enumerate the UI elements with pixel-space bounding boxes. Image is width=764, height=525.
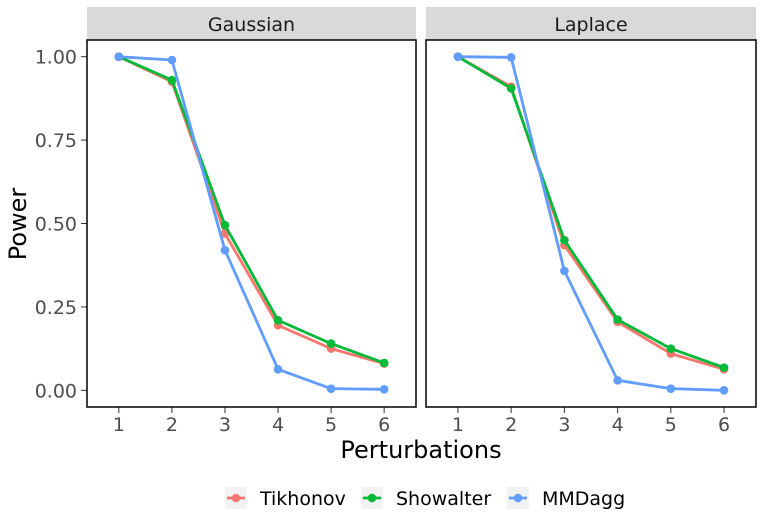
- data-point: [273, 315, 283, 325]
- data-point: [506, 84, 516, 93]
- x-tick-label: 5: [665, 414, 677, 436]
- data-point: [506, 53, 516, 62]
- panel-gaussian: Gaussian 0.00 0.25 0.50 0.75 1.00 1 2 3 4 5 6: [35, 7, 417, 436]
- data-point: [167, 55, 177, 65]
- x-tick-label: 1: [452, 414, 464, 436]
- legend-key-point: [231, 493, 241, 503]
- y-tick-label: 0.50: [35, 214, 77, 236]
- data-point: [613, 376, 622, 385]
- x-tick-label: 6: [378, 414, 390, 436]
- series-mmdagg: [453, 52, 729, 395]
- x-tick-label: 1: [113, 414, 125, 436]
- data-point: [453, 52, 463, 61]
- panel-laplace: Laplace 1 2 3 4 5 6: [425, 7, 757, 436]
- series-line: [118, 55, 385, 391]
- x-tick-label: 3: [558, 414, 570, 436]
- legend-item-mmdagg: MMDagg: [507, 487, 625, 510]
- data-point: [613, 315, 622, 324]
- legend: Tikhonov Showalter MMDagg: [225, 487, 625, 510]
- data-point: [220, 220, 230, 230]
- x-tick-label: 6: [718, 414, 730, 436]
- data-point: [379, 358, 389, 368]
- series-line: [118, 55, 385, 365]
- data-point: [167, 75, 177, 85]
- x-tick-label: 5: [325, 414, 337, 436]
- plot-area: [426, 40, 756, 407]
- legend-label: MMDagg: [542, 488, 625, 510]
- series-line: [457, 55, 725, 392]
- data-point: [379, 385, 389, 394]
- plot-area: [87, 40, 416, 407]
- legend-key-point: [513, 493, 523, 503]
- x-tick-label: 3: [219, 414, 231, 436]
- panel-border: [425, 39, 757, 408]
- x-tick-label: 2: [505, 414, 517, 436]
- data-point: [326, 339, 336, 348]
- data-point: [666, 384, 676, 393]
- legend-label: Showalter: [396, 488, 491, 510]
- legend-item-showalter: Showalter: [361, 487, 491, 510]
- panel-border: [86, 39, 417, 408]
- data-point: [220, 245, 230, 255]
- data-point: [326, 384, 336, 393]
- data-point: [560, 235, 569, 245]
- legend-item-tikhonov: Tikhonov: [225, 487, 346, 510]
- y-tick-label: 1.00: [35, 47, 77, 69]
- strip-background: [87, 7, 416, 40]
- data-point: [560, 266, 569, 276]
- data-point: [666, 344, 676, 353]
- x-tick-label: 4: [272, 414, 284, 436]
- x-axis-title: Perturbations: [340, 436, 501, 464]
- strip-label: Gaussian: [208, 14, 295, 36]
- x-tick-label: 2: [166, 414, 178, 436]
- y-tick-label: 0.75: [35, 130, 77, 152]
- legend-label: Tikhonov: [259, 488, 346, 510]
- data-point: [273, 364, 283, 374]
- series-line: [457, 55, 725, 369]
- series-mmdagg: [114, 52, 389, 394]
- data-point: [719, 386, 729, 395]
- data-point: [719, 363, 729, 372]
- strip-background: [426, 7, 756, 40]
- y-tick-label: 0.25: [35, 297, 77, 319]
- x-tick-label: 4: [612, 414, 624, 436]
- y-axis-title: Power: [4, 188, 32, 261]
- strip-label: Laplace: [554, 14, 627, 36]
- legend-key-point: [367, 493, 377, 503]
- y-tick-label: 0.00: [35, 380, 77, 402]
- data-point: [114, 52, 124, 61]
